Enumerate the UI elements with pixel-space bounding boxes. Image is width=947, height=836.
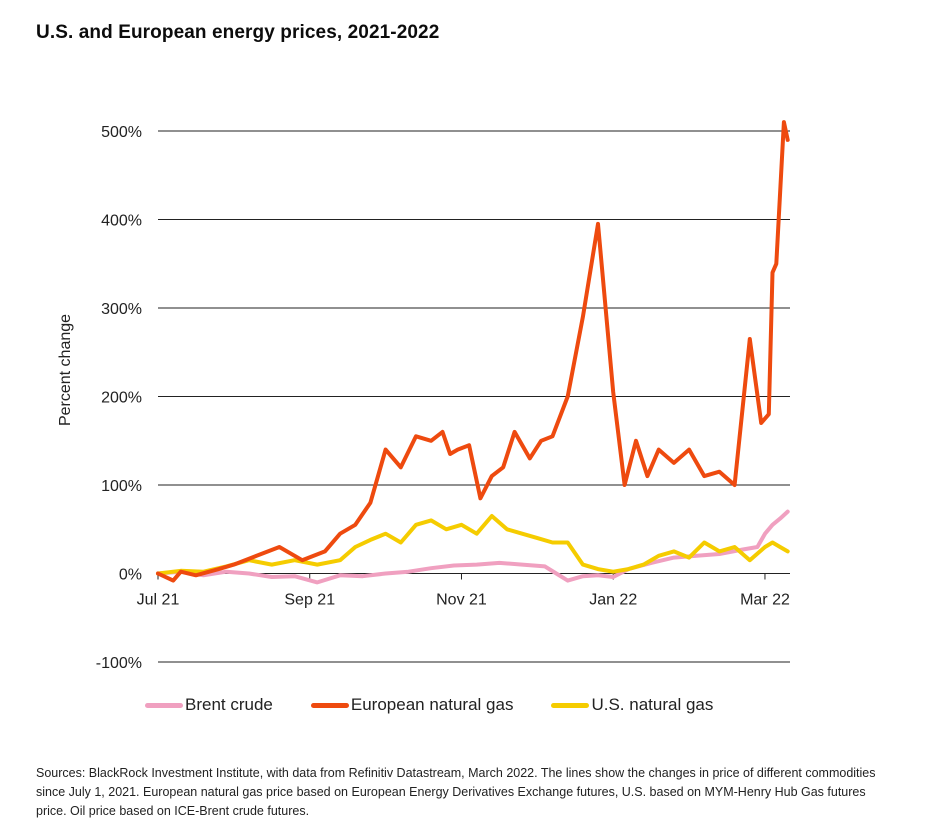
- y-tick-label: -100%: [96, 655, 142, 672]
- y-tick-labels: 500% 400% 300% 200% 100% 0% -100%: [96, 124, 142, 672]
- x-tick-label: Sep 21: [284, 592, 335, 609]
- line-chart: 500% 400% 300% 200% 100% 0% -100% Jul 21 Sep 21…: [57, 120, 790, 672]
- y-tick-label: 400%: [101, 213, 142, 230]
- series-line-u-s-natural-gas: [156, 514, 790, 576]
- y-tick-label: 300%: [101, 301, 142, 318]
- sources-footnote: Sources: BlackRock Investment Institute,…: [36, 766, 876, 818]
- x-tick-label: Jul 21: [137, 592, 180, 609]
- legend-swatch-us-gas: [551, 702, 590, 708]
- y-tick-label: 100%: [101, 478, 142, 495]
- legend-label-brent: Brent crude: [185, 695, 273, 714]
- x-tick-labels: Jul 21 Sep 21 Nov 21 Jan 22 Mar 22: [137, 573, 790, 609]
- gridlines: [158, 130, 790, 663]
- x-tick-label: Mar 22: [740, 592, 790, 609]
- y-tick-label: 200%: [101, 390, 142, 407]
- legend-item-brent: Brent crude: [145, 695, 273, 715]
- x-tick-label: Jan 22: [589, 592, 637, 609]
- legend-swatch-european-gas: [310, 702, 349, 708]
- chart-title: U.S. and European energy prices, 2021-20…: [36, 22, 440, 43]
- legend-item-european-gas: European natural gas: [310, 695, 514, 715]
- series-line-brent-crude: [156, 509, 790, 585]
- legend-swatch-brent: [145, 702, 183, 708]
- y-axis-label: Percent change: [57, 314, 74, 426]
- y-tick-label: 500%: [101, 124, 142, 141]
- y-tick-label: 0%: [119, 567, 142, 584]
- legend-label-european-gas: European natural gas: [350, 695, 514, 714]
- legend: Brent crude European natural gas U.S. na…: [145, 695, 751, 715]
- legend-item-us-gas: U.S. natural gas: [551, 695, 713, 715]
- x-tick-label: Nov 21: [436, 592, 487, 609]
- series-lines: [156, 120, 790, 585]
- legend-label-us-gas: U.S. natural gas: [591, 695, 714, 714]
- series-line-european-natural-gas: [156, 120, 790, 583]
